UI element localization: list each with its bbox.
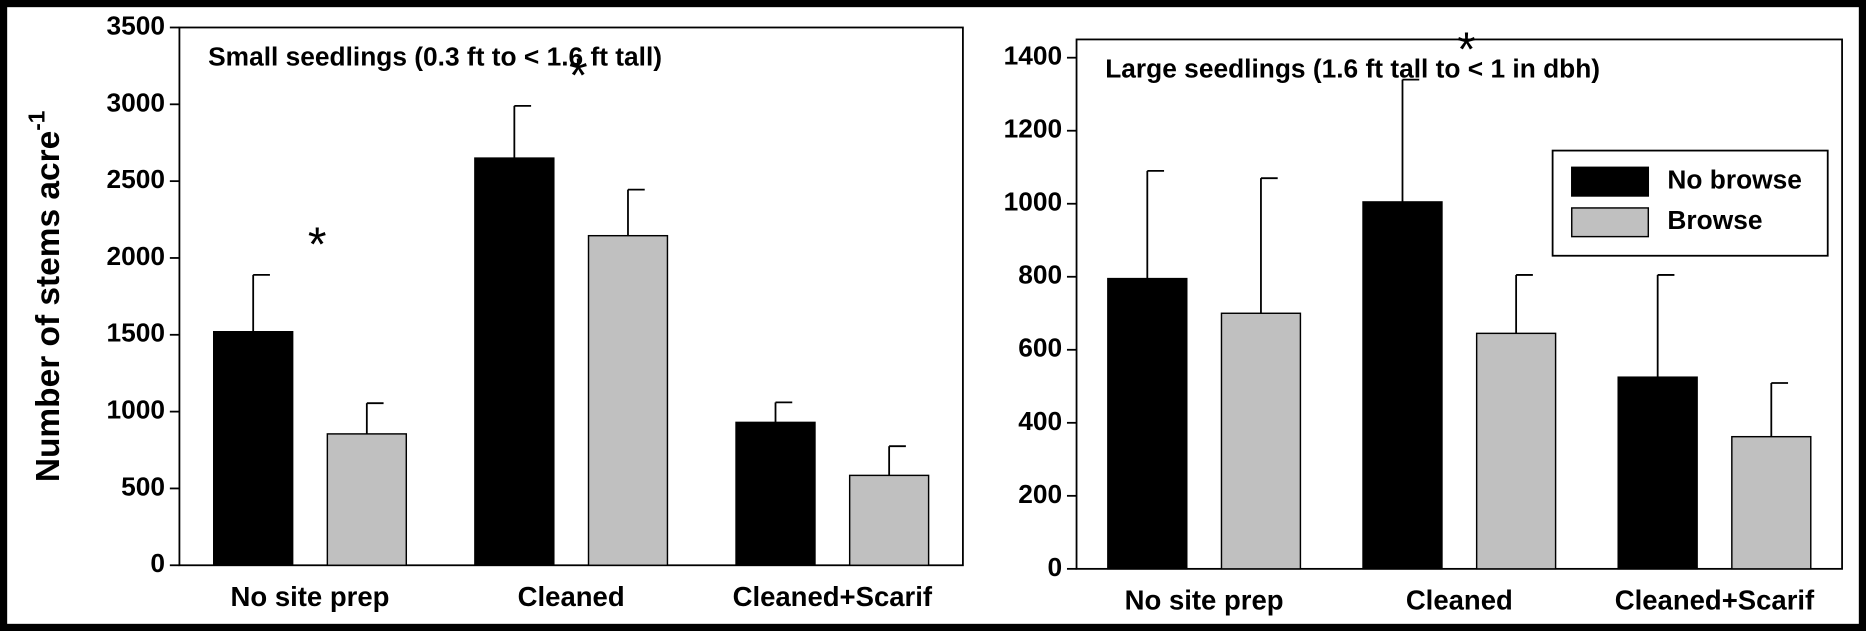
x-tick-label: No site prep	[1125, 585, 1284, 616]
panel-title: Small seedlings (0.3 ft to < 1.6 ft tall…	[208, 42, 662, 72]
bar	[1107, 277, 1188, 570]
bar	[1475, 332, 1557, 570]
y-tick-label: 1500	[107, 318, 166, 348]
y-tick-label: 0	[150, 548, 165, 578]
bar	[735, 421, 816, 566]
bar	[474, 157, 555, 566]
bar	[1617, 376, 1698, 570]
y-axis-label: Number of stems acre-1	[23, 111, 67, 483]
bar	[326, 433, 408, 566]
plot-frame	[178, 26, 964, 567]
bar	[212, 331, 294, 566]
x-tick-label: Cleaned+Scarif	[733, 581, 933, 612]
bar	[587, 234, 669, 566]
y-tick-label: 600	[1018, 333, 1062, 363]
bar	[1731, 435, 1812, 570]
y-tick-label: 3500	[107, 10, 166, 40]
y-tick-label: 1200	[1004, 114, 1063, 144]
bar	[1220, 312, 1302, 570]
y-tick-label: 0	[1048, 552, 1063, 582]
y-tick-label: 2500	[107, 164, 166, 194]
y-axis-label-text: Number of stems acre	[30, 131, 67, 482]
legend-label: No browse	[1667, 165, 1801, 195]
y-tick-label: 1400	[1004, 41, 1063, 71]
y-tick-label: 400	[1018, 406, 1062, 436]
legend-swatch	[1571, 166, 1650, 197]
y-tick-label: 3000	[107, 87, 166, 117]
plot-frame	[1075, 38, 1843, 570]
x-tick-label: Cleaned+Scarif	[1615, 585, 1815, 616]
y-tick-label: 500	[121, 471, 165, 501]
panel-title: Large seedlings (1.6 ft tall to < 1 in d…	[1105, 53, 1600, 83]
x-tick-label: No site prep	[231, 581, 390, 612]
y-tick-label: 1000	[1004, 187, 1063, 217]
annotation: *	[308, 219, 327, 272]
x-tick-label: Cleaned	[518, 581, 625, 612]
y-tick-label: 200	[1018, 479, 1062, 509]
legend-label: Browse	[1667, 205, 1762, 235]
annotation: *	[1457, 24, 1476, 77]
annotation: *	[569, 50, 588, 103]
x-tick-label: Cleaned	[1406, 585, 1513, 616]
y-tick-label: 800	[1018, 260, 1062, 290]
legend-swatch	[1571, 207, 1650, 238]
y-tick-label: 1000	[107, 395, 166, 425]
y-tick-label: 2000	[107, 241, 166, 271]
bar	[848, 474, 930, 566]
bar	[1362, 201, 1443, 570]
y-axis-label-sup: -1	[23, 111, 49, 131]
